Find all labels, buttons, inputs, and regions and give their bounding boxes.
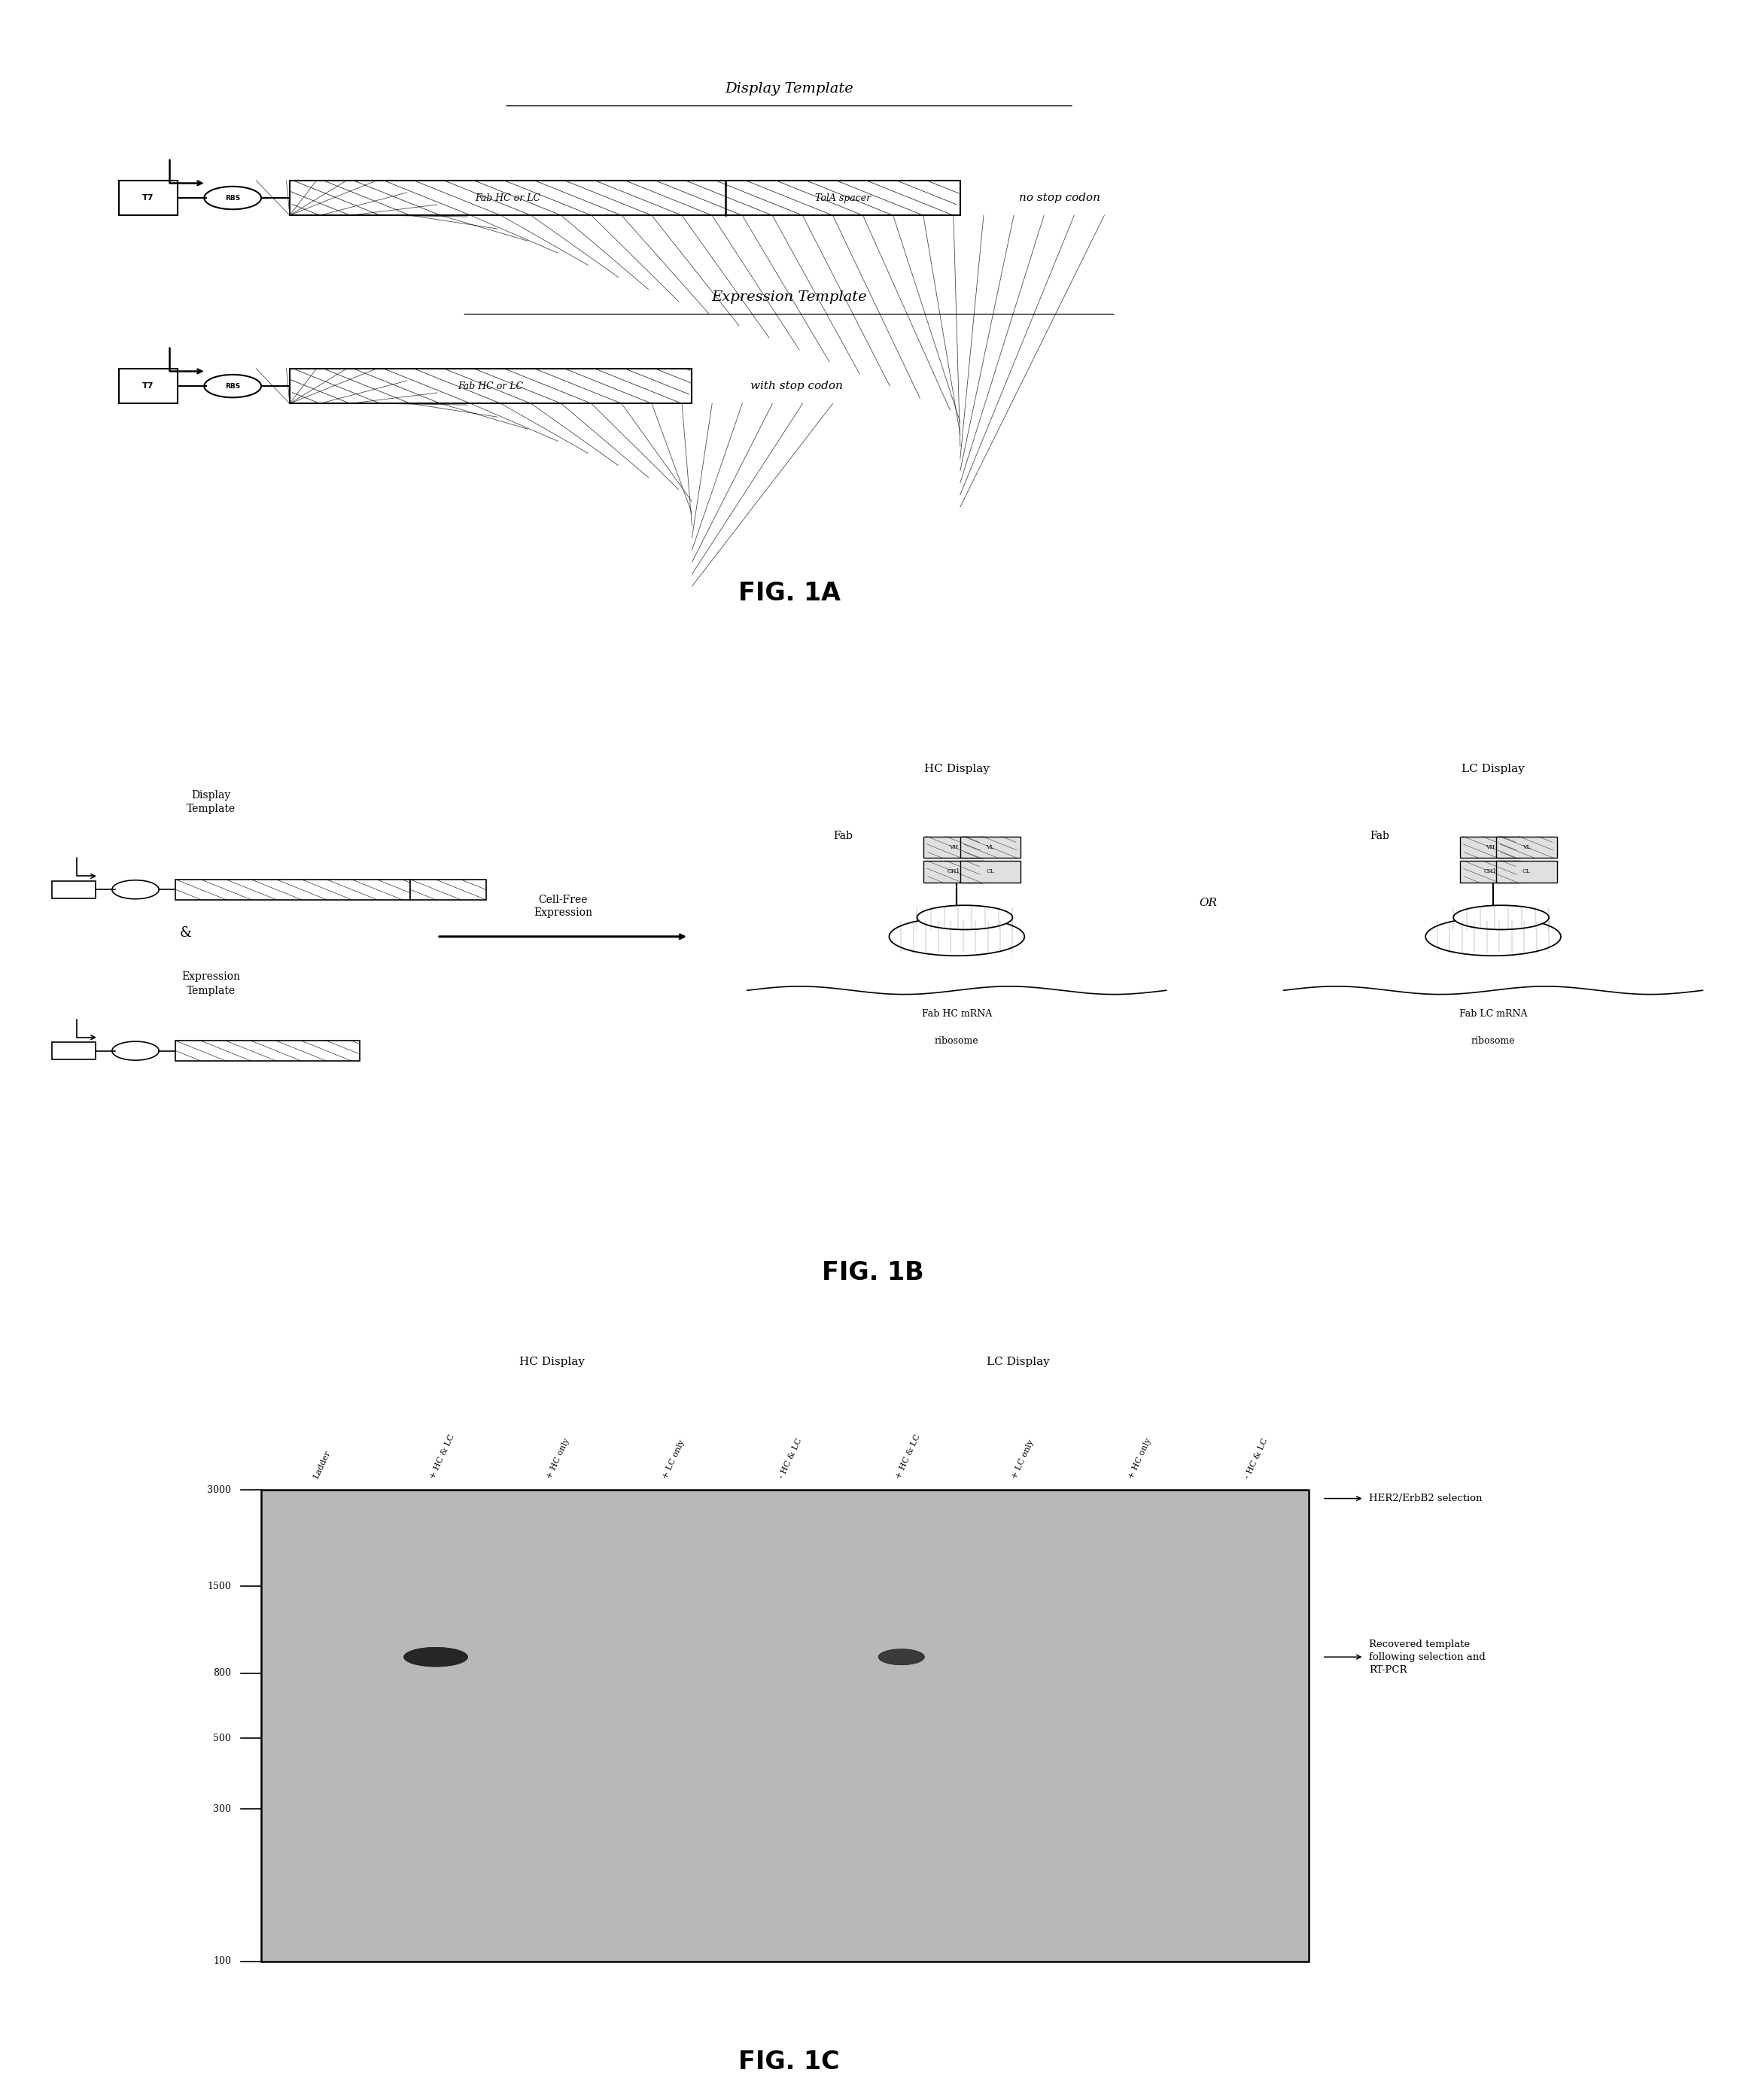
Bar: [176, 1042, 360, 1060]
Bar: [52, 880, 96, 899]
Text: T7: T7: [141, 382, 154, 391]
Text: &: &: [180, 926, 192, 941]
Text: Fab: Fab: [833, 829, 852, 842]
Ellipse shape: [403, 1646, 468, 1667]
Text: CL: CL: [986, 869, 993, 874]
Text: 500: 500: [213, 1732, 230, 1743]
Text: Display
Template: Display Template: [187, 790, 236, 815]
Text: + HC only: + HC only: [545, 1436, 571, 1480]
Bar: [1496, 836, 1557, 859]
Bar: [290, 181, 960, 216]
Bar: [176, 880, 410, 899]
Text: with stop codon: with stop codon: [751, 380, 843, 391]
Bar: [1460, 836, 1521, 859]
Bar: [262, 1491, 1310, 1961]
Bar: [52, 1042, 96, 1060]
Text: Fab: Fab: [1371, 829, 1390, 842]
Ellipse shape: [889, 918, 1025, 956]
Text: 100: 100: [213, 1957, 230, 1966]
Text: VL: VL: [986, 844, 993, 850]
Text: ribosome: ribosome: [934, 1035, 980, 1046]
Text: 800: 800: [213, 1667, 230, 1678]
Text: + HC & LC: + HC & LC: [894, 1432, 922, 1480]
Text: T7: T7: [141, 193, 154, 202]
Bar: [290, 370, 691, 403]
Text: + HC only: + HC only: [1128, 1436, 1152, 1480]
Text: Cell-Free
Expression: Cell-Free Expression: [534, 895, 592, 918]
Text: VL: VL: [1523, 844, 1531, 850]
Bar: [1460, 861, 1521, 882]
Text: Fab HC mRNA: Fab HC mRNA: [922, 1008, 992, 1018]
Text: HC Display: HC Display: [520, 1357, 585, 1367]
Text: Ladder: Ladder: [313, 1449, 332, 1480]
Text: Recovered template
following selection and
RT-PCR: Recovered template following selection a…: [1369, 1640, 1486, 1674]
Text: HC Display: HC Display: [924, 762, 990, 775]
Text: 1500: 1500: [208, 1581, 230, 1592]
Bar: [1496, 861, 1557, 882]
Bar: [924, 836, 985, 859]
Text: Display Template: Display Template: [725, 82, 854, 97]
Bar: [924, 861, 985, 882]
Text: LC Display: LC Display: [986, 1357, 1049, 1367]
Bar: [960, 836, 1020, 859]
Circle shape: [112, 880, 159, 899]
Ellipse shape: [1453, 905, 1549, 930]
Text: Fab LC mRNA: Fab LC mRNA: [1460, 1008, 1528, 1018]
Text: FIG. 1C: FIG. 1C: [739, 2050, 840, 2075]
Text: ribosome: ribosome: [1472, 1035, 1516, 1046]
Bar: [119, 181, 178, 216]
Text: HER2/ErbB2 selection: HER2/ErbB2 selection: [1369, 1493, 1482, 1504]
Text: OR: OR: [1200, 897, 1217, 909]
Text: no stop codon: no stop codon: [1020, 193, 1100, 204]
Text: + HC & LC: + HC & LC: [430, 1432, 456, 1480]
Text: 3000: 3000: [208, 1485, 230, 1495]
Text: FIG. 1A: FIG. 1A: [739, 580, 840, 605]
Text: Fab HC or LC: Fab HC or LC: [457, 382, 524, 391]
Text: FIG. 1B: FIG. 1B: [822, 1260, 924, 1285]
Text: RBS: RBS: [225, 195, 241, 202]
Text: VH: VH: [950, 844, 959, 850]
Text: TolA spacer: TolA spacer: [815, 193, 871, 204]
Text: + LC only: + LC only: [1011, 1438, 1035, 1480]
Text: RBS: RBS: [225, 382, 241, 388]
Text: LC Display: LC Display: [1461, 762, 1524, 775]
Text: VH: VH: [1486, 844, 1495, 850]
Text: + LC only: + LC only: [662, 1438, 686, 1480]
Text: CH1: CH1: [1484, 869, 1496, 874]
Ellipse shape: [1425, 918, 1561, 956]
Circle shape: [204, 374, 262, 397]
Text: Expression Template: Expression Template: [711, 290, 868, 304]
Ellipse shape: [917, 905, 1013, 930]
Text: Fab HC or LC: Fab HC or LC: [475, 193, 540, 204]
Text: Expression
Template: Expression Template: [182, 972, 241, 995]
Ellipse shape: [878, 1648, 924, 1665]
Text: CH1: CH1: [946, 869, 960, 874]
Text: - HC & LC: - HC & LC: [1243, 1436, 1269, 1480]
Text: - HC & LC: - HC & LC: [779, 1436, 803, 1480]
Bar: [960, 861, 1020, 882]
Bar: [119, 370, 178, 403]
Bar: [410, 880, 485, 899]
Circle shape: [204, 187, 262, 210]
Text: CL: CL: [1523, 869, 1531, 874]
Circle shape: [112, 1042, 159, 1060]
Text: 300: 300: [213, 1804, 230, 1814]
